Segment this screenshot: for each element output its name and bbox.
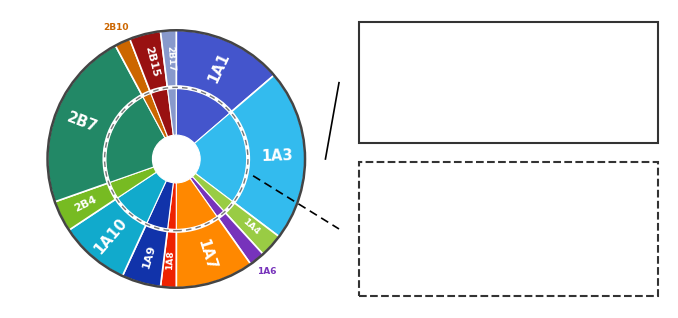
Wedge shape [167,89,176,135]
Wedge shape [110,167,157,198]
Wedge shape [161,30,176,86]
Text: 2B15: 2B15 [143,45,161,78]
Wedge shape [195,113,247,201]
Wedge shape [176,218,251,288]
Text: 2B10: 2B10 [103,23,129,32]
Text: 2B17: 2B17 [165,45,176,72]
Wedge shape [193,173,233,211]
Text: 1A8: 1A8 [165,250,175,270]
Wedge shape [143,93,167,138]
FancyBboxPatch shape [359,162,658,296]
Text: 1A6: 1A6 [257,267,277,276]
Wedge shape [118,172,166,223]
Wedge shape [226,203,279,254]
Wedge shape [69,199,146,276]
Wedge shape [151,89,174,137]
Wedge shape [218,213,263,264]
Wedge shape [106,97,165,183]
Text: 1A7: 1A7 [195,238,219,273]
Text: 2B7: 2B7 [65,110,100,135]
Wedge shape [176,30,274,112]
Wedge shape [176,89,230,143]
Text: 2B4: 2B4 [73,194,99,214]
Wedge shape [167,183,176,229]
Wedge shape [115,39,150,95]
Text: (Guillemette et al. 2014): (Guillemette et al. 2014) [447,264,570,274]
Wedge shape [232,75,305,237]
FancyBboxPatch shape [359,22,658,143]
Wedge shape [123,225,167,287]
Wedge shape [55,183,115,230]
Text: 1A1: 1A1 [205,50,232,85]
Text: 1A3: 1A3 [261,148,293,164]
Text: 1A4: 1A4 [241,217,261,237]
Text: Substrats glucuronidés parmi les 200
médicaments les plus prescrits
(n=111, 55%): Substrats glucuronidés parmi les 200 méd… [394,186,623,224]
Text: 1A9: 1A9 [140,243,157,269]
Wedge shape [147,181,174,229]
Wedge shape [129,31,167,91]
Wedge shape [47,45,142,202]
Text: (Stingl et al. 2014): (Stingl et al. 2014) [462,114,555,124]
Circle shape [154,136,199,182]
Wedge shape [190,177,224,217]
Text: 1A10: 1A10 [92,215,130,257]
Wedge shape [161,232,176,288]
Text: Substrats connus comme étant
glucuronidés (n=107): Substrats connus comme étant glucuronidé… [414,53,603,77]
Wedge shape [176,178,217,229]
